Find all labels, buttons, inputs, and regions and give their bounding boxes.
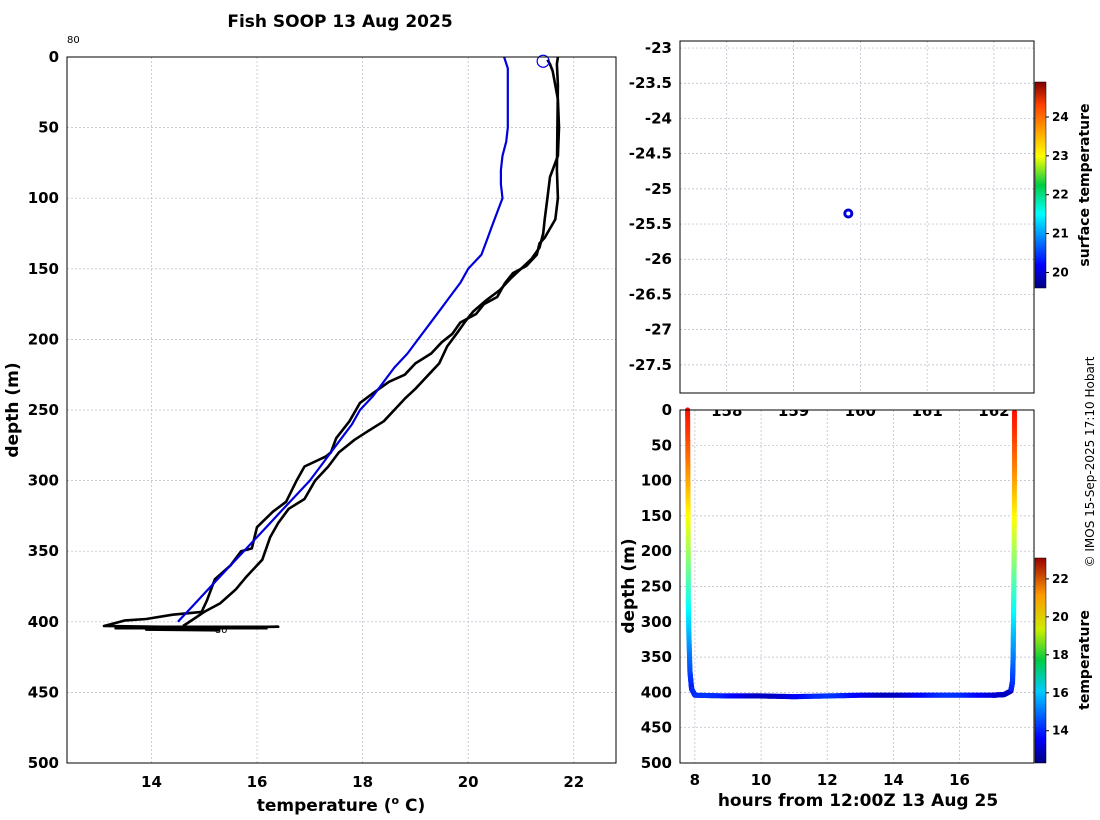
profile-series-ascent — [182, 59, 561, 628]
section-frame — [679, 409, 1035, 764]
section-y-tick-label: 300 — [641, 613, 672, 631]
section-y-axis-label: depth (m) — [619, 538, 639, 633]
section-y-tick-label: 0 — [662, 401, 672, 419]
temperature-colorbar-label: temperature — [1077, 610, 1093, 710]
profile-annotation: 80 — [215, 625, 228, 636]
profile-x-axis-label: temperature (o C) — [257, 794, 426, 816]
surface-colorbar-tick-label: 23 — [1052, 149, 1069, 163]
section-x-axis-label: hours from 12:00Z 13 Aug 25 — [718, 791, 998, 811]
map-y-tick-label: -23 — [645, 39, 672, 57]
map-y-tick-label: -26 — [645, 250, 672, 268]
profile-x-tick-label: 14 — [141, 773, 162, 791]
profile-series-descent — [102, 56, 560, 632]
map-y-tick-label: -27 — [645, 321, 672, 339]
panel-overlap-band — [680, 403, 1034, 410]
section-track-point — [1011, 409, 1018, 415]
profile-series-model — [177, 56, 509, 623]
section-x-tick-label: 14 — [883, 771, 904, 789]
surface-temperature-colorbar-label: surface temperature — [1077, 103, 1093, 266]
profile-annotation: 80 — [67, 35, 80, 46]
map-y-tick-label: -23.5 — [629, 74, 672, 92]
profile-x-tick-label: 16 — [247, 773, 268, 791]
temperature-colorbar-tick-label: 20 — [1052, 610, 1069, 624]
section-y-tick-label: 250 — [641, 578, 672, 596]
map-y-tick-label: -25.5 — [629, 215, 672, 233]
profile-y-tick-label: 500 — [28, 754, 59, 772]
section-panel: 8 10 12 14 16050100150200250300350400450500 … — [619, 401, 1093, 811]
section-x-tick-label: 16 — [949, 771, 970, 789]
map-y-tick-label: -27.5 — [629, 356, 672, 374]
section-y-tick-label: 100 — [641, 472, 672, 490]
profile-y-tick-label: 50 — [38, 119, 59, 137]
surface-colorbar-tick-label: 21 — [1052, 227, 1069, 241]
profile-y-tick-label: 300 — [28, 472, 59, 490]
section-y-tick-label: 150 — [641, 507, 672, 525]
section-y-tick-label: 500 — [641, 754, 672, 772]
map-panel: 158 159 160 161 162-23-23.5-24-24.5-25-25.5-… — [629, 39, 1093, 420]
profile-y-tick-label: 0 — [49, 48, 59, 66]
map-y-tick-label: -25 — [645, 180, 672, 198]
surface-colorbar-tick-label: 22 — [1052, 188, 1069, 202]
map-frame — [679, 40, 1035, 394]
temperature-colorbar — [1034, 557, 1047, 764]
section-y-tick-label: 200 — [641, 542, 672, 560]
credit-text: © IMOS 15-Sep-2025 17:10 Hobart — [1083, 356, 1097, 567]
section-y-tick-label: 400 — [641, 683, 672, 701]
profile-x-tick-label: 18 — [352, 773, 373, 791]
profile-x-tick-label: 22 — [563, 773, 584, 791]
map-y-tick-label: -24.5 — [629, 145, 672, 163]
profile-y-tick-label: 200 — [28, 330, 59, 348]
profile-frame — [66, 56, 617, 764]
profile-y-tick-label: 350 — [28, 542, 59, 560]
temperature-colorbar-tick-label: 16 — [1052, 686, 1069, 700]
profile-panel: 14 16 18 20 22 0 50 100 150 200 250 300 350 400 450 500… — [3, 35, 617, 816]
temperature-colorbar-tick-label: 22 — [1052, 572, 1069, 586]
map-y-tick-label: -26.5 — [629, 285, 672, 303]
section-x-tick-label: 8 — [690, 771, 700, 789]
section-y-tick-label: 450 — [641, 719, 672, 737]
surface-colorbar-tick-label: 24 — [1052, 110, 1069, 124]
temperature-colorbar-tick-label: 18 — [1052, 648, 1069, 662]
section-y-tick-label: 50 — [651, 436, 672, 454]
section-x-tick-label: 10 — [751, 771, 772, 789]
profile-y-tick-label: 400 — [28, 613, 59, 631]
profile-y-tick-label: 150 — [28, 260, 59, 278]
profile-y-axis-label: depth (m) — [3, 362, 23, 457]
section-x-tick-label: 12 — [817, 771, 838, 789]
chart-title: Fish SOOP 13 Aug 2025 — [227, 12, 452, 32]
temperature-colorbar-tick-label: 14 — [1052, 724, 1069, 738]
profile-y-tick-label: 250 — [28, 401, 59, 419]
surface-temperature-colorbar — [1034, 81, 1047, 289]
map-position-point-core — [846, 211, 851, 216]
map-y-tick-label: -24 — [645, 109, 672, 127]
section-y-tick-label: 350 — [641, 648, 672, 666]
profile-y-tick-label: 100 — [28, 189, 59, 207]
profile-x-tick-label: 20 — [458, 773, 479, 791]
profile-surface-marker — [536, 54, 550, 68]
surface-colorbar-tick-label: 20 — [1052, 265, 1069, 279]
profile-y-tick-label: 450 — [28, 683, 59, 701]
